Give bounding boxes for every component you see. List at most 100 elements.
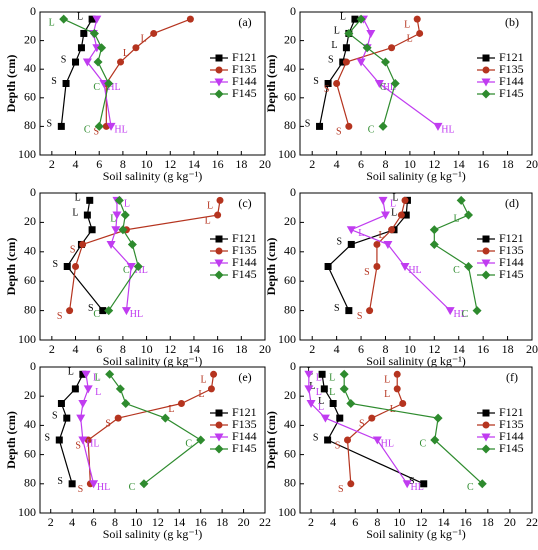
point-label: S <box>328 54 334 65</box>
legend-marker <box>214 259 224 268</box>
y-axis-title: Depth (cm) <box>264 411 278 469</box>
point <box>339 369 349 379</box>
point-label: L <box>384 389 390 400</box>
point-label: L <box>124 199 130 210</box>
point <box>76 414 86 423</box>
point-label: L <box>95 373 101 384</box>
legend-label: F135 <box>232 243 257 257</box>
x-tick-label: 12 <box>428 157 440 171</box>
point <box>117 58 125 66</box>
legend-label: F135 <box>232 62 257 76</box>
point-label: S <box>88 303 94 314</box>
point-label: S <box>75 440 81 451</box>
x-tick-label: 10 <box>130 515 142 529</box>
legend-marker <box>214 444 224 454</box>
point <box>356 58 366 67</box>
point <box>114 414 122 422</box>
point <box>139 479 149 489</box>
point-label: S <box>335 440 341 451</box>
legend-label: F121 <box>232 231 257 245</box>
x-tick-label: 6 <box>352 515 358 529</box>
point <box>320 414 330 423</box>
point-label: S <box>45 432 51 443</box>
point-label: S <box>305 119 311 130</box>
x-tick-label: 12 <box>428 342 440 356</box>
y-tick-label: 80 <box>284 302 296 316</box>
point-label: C <box>380 82 387 93</box>
x-tick-label: 14 <box>188 157 200 171</box>
point <box>456 195 466 205</box>
y-tick-label: 80 <box>24 118 36 132</box>
point <box>79 370 87 378</box>
panel: 2 4 6 8 10 12 14 16 18 20 0 20 40 60 80 100 Soil salinit… <box>4 185 271 368</box>
x-tick-label: 10 <box>141 157 153 171</box>
point <box>55 436 63 444</box>
point-label: S <box>313 432 319 443</box>
point <box>304 370 314 379</box>
point-label: S <box>324 84 330 95</box>
point <box>133 262 143 271</box>
point-label: S <box>70 245 76 256</box>
legend-label: F145 <box>499 267 524 281</box>
series-line <box>105 18 191 127</box>
x-tick-label: 4 <box>69 515 75 529</box>
series-line <box>69 200 221 311</box>
point <box>80 29 88 37</box>
point <box>112 211 122 220</box>
y-tick-label: 80 <box>24 476 36 490</box>
point <box>196 435 206 445</box>
point <box>86 196 94 204</box>
y-tick-label: 100 <box>18 505 36 519</box>
point-label: C <box>93 82 100 93</box>
point-label: L <box>49 17 55 28</box>
legend-marker <box>482 247 490 255</box>
point-label: HL <box>97 482 110 493</box>
point-label: HL <box>381 438 394 449</box>
point <box>99 307 107 315</box>
y-tick-label: 60 <box>284 273 296 287</box>
x-tick-label: 2 <box>49 157 55 171</box>
point <box>63 263 71 270</box>
point <box>72 58 80 66</box>
point <box>339 58 347 66</box>
y-axis-title: Depth (cm) <box>4 55 18 113</box>
x-tick-label: 16 <box>195 515 207 529</box>
point <box>464 262 474 271</box>
point <box>207 385 215 393</box>
point <box>88 226 96 234</box>
x-tick-label: 18 <box>502 342 514 356</box>
point-label: HL <box>107 82 120 93</box>
point-label: L <box>110 213 116 224</box>
point-label: L <box>391 207 397 218</box>
point-label: S <box>357 311 363 322</box>
point <box>346 399 356 408</box>
point <box>429 239 439 249</box>
point <box>104 306 114 316</box>
series-line <box>360 18 439 127</box>
point-label: L <box>141 34 147 45</box>
point-label: L <box>201 375 207 386</box>
point-label: HL <box>383 82 396 93</box>
point-label: HL <box>86 438 99 449</box>
y-tick-label: 40 <box>284 61 296 75</box>
point <box>216 196 224 204</box>
legend-marker <box>481 444 491 454</box>
legend-label: F145 <box>232 86 257 100</box>
x-tick-label: 10 <box>141 342 153 356</box>
point <box>126 263 136 271</box>
legend-marker <box>214 433 224 442</box>
point <box>89 28 99 38</box>
legend-label: F135 <box>499 243 524 257</box>
x-axis-title: Soil salinity (g kg⁻¹) <box>103 527 203 541</box>
x-axis-title: Soil salinity (g kg⁻¹) <box>103 354 203 368</box>
legend-marker <box>481 433 491 442</box>
point <box>150 29 158 37</box>
point <box>121 307 131 316</box>
point-label: L <box>390 404 396 415</box>
point <box>402 211 410 219</box>
x-tick-label: 6 <box>358 342 364 356</box>
y-tick-label: 40 <box>284 417 296 431</box>
x-tick-label: 6 <box>358 157 364 171</box>
point-label: S <box>57 311 63 322</box>
x-tick-label: 10 <box>404 342 416 356</box>
